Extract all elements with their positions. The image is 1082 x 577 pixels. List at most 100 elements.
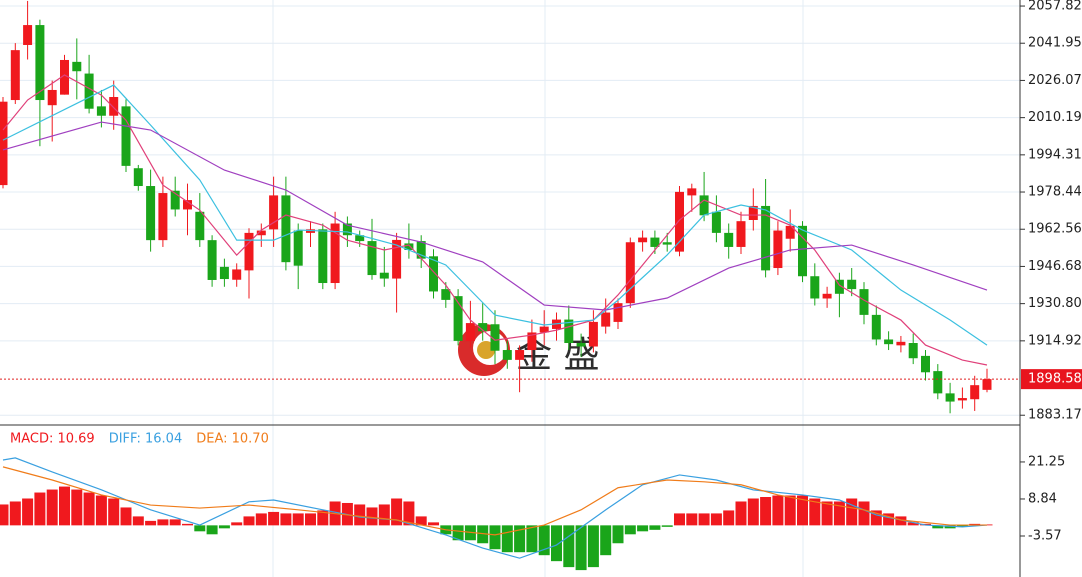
candle-body: [10, 50, 20, 101]
macd-bar: [428, 522, 439, 526]
macd-bar: [637, 525, 649, 532]
macd-bar: [46, 489, 58, 526]
candle-body: [96, 106, 106, 116]
indicator-line: [2, 457, 988, 559]
candle-body: [871, 314, 881, 340]
macd-bar: [34, 492, 46, 526]
candle-body: [834, 279, 844, 294]
candle-body: [564, 319, 574, 343]
macd-bar: [723, 510, 735, 526]
candle-body: [379, 272, 389, 279]
candle-body: [465, 323, 475, 341]
macd-bar: [108, 498, 120, 526]
candle-body: [133, 168, 143, 187]
y-tick-label: 2057.82: [1028, 0, 1082, 14]
macd-bar: [760, 497, 772, 526]
macd-bar: [354, 504, 366, 526]
candle-body: [416, 241, 426, 259]
candle-body: [60, 59, 69, 95]
candle-body: [158, 193, 168, 241]
candle-body: [847, 279, 857, 290]
y-tick-label: 1914.92: [1028, 333, 1082, 348]
last-price-label: 1898.58: [1028, 372, 1082, 387]
candle-body: [404, 243, 414, 250]
macd-bar: [870, 510, 882, 526]
candle-body: [453, 296, 463, 341]
macd-bar: [268, 511, 280, 526]
macd-bar: [280, 513, 292, 526]
macd-bar: [772, 495, 784, 526]
macd-bar: [661, 525, 673, 527]
candle-body: [146, 186, 156, 241]
candle-body: [256, 230, 266, 236]
macd-bar: [538, 525, 550, 556]
candle-body: [195, 211, 205, 241]
macd-bar: [858, 501, 870, 526]
candle-body: [47, 89, 57, 106]
y-tick-label: 21.25: [1028, 454, 1065, 469]
candle-body: [761, 205, 771, 271]
macd-bar: [218, 525, 230, 529]
macd-bar: [71, 489, 83, 526]
macd-bar: [674, 513, 685, 526]
y-tick-label: 1978.44: [1028, 185, 1082, 200]
candle-body: [650, 237, 660, 247]
candle-body: [72, 61, 82, 72]
legend-entry: DIFF: 16.04: [109, 432, 183, 447]
macd-bar: [710, 513, 722, 526]
macd-bar: [907, 522, 919, 526]
candle-body: [724, 232, 734, 247]
macd-bar: [378, 504, 390, 526]
macd-bar: [895, 516, 907, 526]
candle-body: [478, 323, 488, 332]
y-tick-label: 2026.07: [1028, 73, 1082, 88]
macd-bar: [551, 525, 562, 562]
macd-bar: [9, 501, 21, 526]
candle-body: [699, 195, 709, 216]
macd-bar: [747, 498, 759, 526]
macd-bar: [243, 516, 255, 526]
candle-body: [183, 200, 192, 210]
macd-bar: [735, 501, 747, 526]
candle-body: [822, 293, 832, 299]
candle-body: [269, 195, 279, 230]
candle-body: [502, 350, 512, 360]
macd-bar: [846, 498, 858, 526]
candle-body: [515, 350, 525, 360]
candle-body: [687, 188, 697, 196]
candle-body: [785, 225, 795, 239]
candle-body: [232, 269, 242, 280]
candle-body: [625, 242, 635, 304]
macd-bar: [83, 492, 95, 526]
candle-body: [367, 241, 377, 276]
candle-body: [84, 73, 94, 109]
macd-bar: [649, 525, 661, 530]
candle-body: [908, 342, 918, 359]
macd-bar: [366, 507, 378, 526]
last-price-box: [1021, 369, 1082, 390]
macd-bar: [182, 523, 193, 526]
macd-bar: [526, 525, 538, 553]
macd-bar: [231, 522, 243, 526]
candle-body: [441, 289, 451, 300]
macd-bar: [833, 501, 845, 526]
candle-body: [23, 25, 33, 45]
candle-body: [244, 232, 254, 271]
candle-body: [638, 237, 648, 243]
candle-body: [539, 326, 549, 333]
macd-bar: [120, 507, 132, 526]
candle-body: [859, 289, 869, 315]
macd-bar: [563, 525, 575, 568]
candle-body: [921, 355, 930, 373]
y-tick-label: 8.84: [1028, 491, 1057, 506]
candle-body: [355, 235, 365, 242]
candle-body: [957, 398, 967, 401]
macd-bar: [317, 510, 329, 526]
macd-bar: [157, 519, 169, 526]
macd-bar: [145, 520, 157, 526]
macd-bar: [305, 513, 316, 526]
candle-body: [675, 191, 684, 252]
candle-body: [601, 312, 611, 327]
macd-bar: [415, 516, 427, 526]
